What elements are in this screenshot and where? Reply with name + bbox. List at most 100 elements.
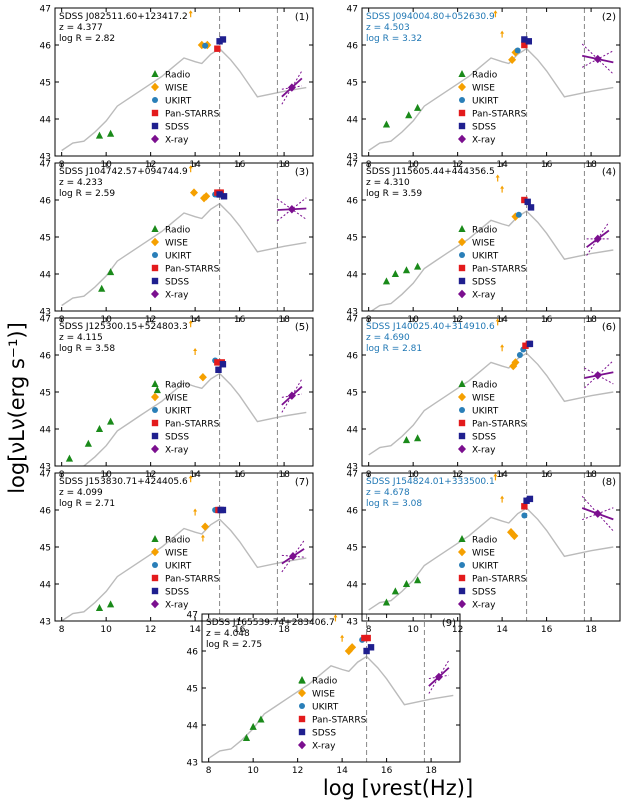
wise-upper-limit-arrow (188, 320, 193, 324)
panel-frame (54, 7, 314, 157)
legend-label: Pan-STARRS (472, 110, 527, 120)
y-tick-label: 43 (347, 308, 358, 318)
ukirt-point (516, 352, 523, 358)
x-tick-label: 14 (189, 625, 201, 635)
panel-title-logR: log R = 3.58 (59, 344, 115, 354)
legend-label: SDSS (472, 123, 496, 133)
y-tick-label: 43 (347, 618, 358, 628)
legend-label: X-ray (472, 446, 496, 456)
y-tick-label: 47 (347, 470, 358, 480)
wise-upper-limit-arrow (193, 508, 198, 512)
template-curve (61, 47, 307, 152)
panel-title-name: SDSS J094004.80+052630.9 (366, 12, 495, 22)
figure-xlabel: log [νrest(Hz)] (323, 776, 473, 800)
radio-point (414, 434, 422, 442)
y-tick-label: 45 (40, 234, 51, 244)
legend-xray-marker (151, 599, 159, 609)
legend-radio-marker (458, 70, 466, 77)
y-tick-label: 43 (40, 153, 51, 163)
legend-label: X-ray (165, 446, 189, 456)
sdss-point (215, 366, 222, 373)
panel-frame (54, 472, 314, 622)
y-tick-label: 44 (347, 116, 359, 126)
template-curve (61, 202, 307, 307)
legend-panstarrs-marker (151, 574, 159, 582)
y-tick-label: 43 (40, 618, 51, 628)
legend-wise-marker (458, 392, 466, 402)
legend-label: SDSS (165, 278, 189, 288)
legend-label: WISE (472, 549, 495, 559)
legend-sdss-marker (151, 432, 159, 440)
x-tick-label: 10 (247, 766, 259, 776)
legend-label: Radio (312, 677, 338, 687)
legend-label: UKIRT (165, 97, 192, 107)
legend-wise-marker (151, 547, 159, 557)
sed-panel: 8 10 12 14 16 18 43 44 45 46 47 SDSS J154824.01+333… (347, 470, 621, 635)
panel-number: (9) (442, 618, 456, 629)
legend-sdss-marker (458, 432, 466, 440)
panel-title-logR: log R = 2.81 (366, 344, 422, 354)
radio-point (107, 129, 115, 137)
legend-ukirt-marker (152, 252, 158, 258)
wise-upper-limit-arrow (500, 185, 505, 189)
radio-point (257, 715, 265, 723)
legend-xray-marker (151, 444, 159, 454)
sed-panel: 8 10 12 14 16 18 43 44 45 46 47 SDSS J165539.74+283… (187, 611, 461, 776)
y-tick-label: 44 (347, 581, 359, 591)
panstarrs-point (361, 634, 368, 642)
panel-title-logR: log R = 2.82 (59, 34, 115, 44)
legend-label: Pan-STARRS (165, 265, 220, 275)
radio-point (107, 268, 115, 276)
legend-ukirt-marker (152, 407, 158, 413)
radio-point (95, 604, 104, 612)
wise-upper-limit-arrow (188, 475, 193, 479)
panstarrs-point (364, 634, 371, 642)
ukirt-point (514, 47, 521, 54)
y-tick-label: 43 (347, 463, 358, 473)
legend-radio-marker (298, 676, 306, 683)
y-tick-label: 47 (40, 315, 51, 325)
sdss-point (526, 495, 534, 503)
panel-title-name: SDSS J082511.60+123417.2 (59, 12, 188, 22)
radio-point (402, 580, 411, 587)
xray-bowtie (428, 674, 449, 680)
panel-title-name: SDSS J153830.71+424405.6 (59, 477, 188, 487)
radio-point (402, 266, 411, 274)
legend-label: SDSS (312, 729, 336, 739)
panel-title-logR: log R = 2.75 (206, 640, 262, 650)
y-tick-label: 45 (40, 79, 51, 89)
x-tick-label: 8 (366, 625, 372, 635)
sdss-point (367, 644, 375, 651)
legend-wise-marker (151, 392, 159, 402)
wise-point (511, 358, 520, 367)
xray-point (593, 371, 602, 380)
sed-panel: 8 10 12 14 16 18 43 44 45 46 47 SDSS J153830.71+424… (40, 470, 314, 635)
legend-panstarrs-marker (151, 419, 159, 427)
legend-label: Radio (165, 226, 191, 236)
radio-point (405, 111, 413, 119)
radio-point (414, 262, 422, 270)
legend-label: UKIRT (472, 97, 499, 107)
legend-label: Pan-STARRS (165, 110, 220, 120)
radio-point (107, 600, 115, 608)
legend-sdss-marker (151, 277, 159, 285)
legend-label: Radio (165, 381, 191, 391)
legend-label: WISE (472, 239, 495, 249)
xray-bowtie (428, 659, 450, 694)
legend-sdss-marker (298, 728, 306, 736)
legend-label: WISE (165, 84, 188, 94)
legend-label: SDSS (472, 278, 496, 288)
sdss-point (216, 191, 223, 198)
wise-point (201, 522, 210, 531)
panel-number: (6) (602, 322, 616, 333)
panel-title-z: z = 4.503 (366, 23, 410, 33)
y-tick-label: 47 (40, 160, 51, 170)
legend-radio-marker (151, 70, 159, 77)
legend-label: Radio (472, 536, 498, 546)
y-tick-label: 46 (40, 352, 52, 362)
legend-label: X-ray (472, 291, 496, 301)
legend-ukirt-marker (152, 562, 158, 568)
legend-label: X-ray (165, 291, 189, 301)
